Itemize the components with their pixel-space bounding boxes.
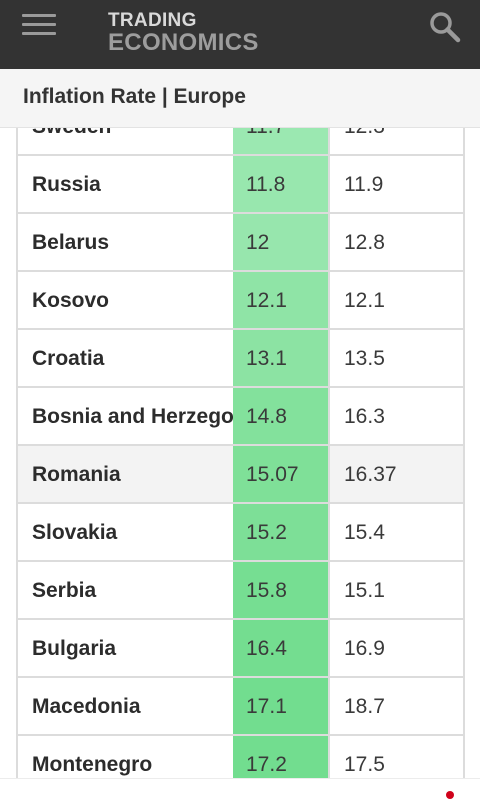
table-row[interactable]: Kosovo 12.1 12.1: [16, 272, 465, 330]
logo-line-2: ECONOMICS: [108, 29, 259, 56]
country-name-cell[interactable]: Bulgaria: [32, 637, 117, 660]
country-name-cell[interactable]: Kosovo: [32, 289, 110, 312]
table-row[interactable]: Sweden11.712.3: [16, 128, 465, 156]
table-row[interactable]: Croatia 13.1 13.5: [16, 330, 465, 388]
country-name-cell[interactable]: Slovakia: [32, 521, 118, 544]
country-name-cell[interactable]: Serbia: [32, 579, 97, 602]
table-row[interactable]: Serbia 15.8 15.1: [16, 562, 465, 620]
country-name-cell[interactable]: Montenegro: [32, 753, 153, 776]
search-icon[interactable]: [428, 10, 462, 44]
trading-economics-logo[interactable]: TRADING ECONOMICS: [108, 11, 259, 55]
previous-value-cell: 12.3: [332, 128, 463, 154]
page-title-bar: Inflation Rate | Europe: [0, 69, 480, 128]
country-name-cell[interactable]: Macedonia: [32, 695, 141, 718]
hamburger-menu-icon[interactable]: [22, 12, 58, 38]
inflation-table[interactable]: Sweden11.712.3Russia11.811.9Belarus1212.…: [16, 128, 465, 778]
top-app-bar: TRADING ECONOMICS: [0, 0, 480, 69]
table-row[interactable]: Montenegro 17.2 17.5: [16, 736, 465, 778]
previous-value-cell: 13.5: [344, 347, 385, 370]
table-row[interactable]: Bulgaria 16.4 16.9: [16, 620, 465, 678]
previous-value-cell: 12.1: [344, 289, 385, 312]
previous-value-cell: 16.3: [344, 405, 385, 428]
last-value-cell: 15.07: [233, 446, 330, 502]
country-name-cell[interactable]: Russia: [32, 173, 101, 196]
country-name-cell[interactable]: Sweden: [18, 128, 247, 154]
previous-value-cell: 12.8: [344, 231, 385, 254]
table-row[interactable]: Belarus 12 12.8: [16, 214, 465, 272]
last-value-cell: 17.1: [233, 678, 330, 734]
last-value-cell: 11.8: [233, 156, 330, 212]
country-name-cell[interactable]: Romania: [32, 463, 121, 486]
previous-value-cell: 18.7: [344, 695, 385, 718]
previous-value-cell: 11.9: [344, 173, 384, 196]
table-row[interactable]: Slovakia 15.2 15.4: [16, 504, 465, 562]
table-row[interactable]: Macedonia 17.1 18.7: [16, 678, 465, 736]
table-row[interactable]: Romania 15.07 16.37: [16, 446, 465, 504]
page-title: Inflation Rate | Europe: [23, 85, 246, 108]
last-value-cell: 12.1: [233, 272, 330, 328]
last-value-cell: 14.8: [233, 388, 330, 444]
table-row[interactable]: Bosnia and Herzegovina14.8 16.3: [16, 388, 465, 446]
country-name-cell[interactable]: Belarus: [32, 231, 110, 254]
last-value-cell: 15.8: [233, 562, 330, 618]
previous-value-cell: 16.9: [344, 637, 385, 660]
notification-dot: [446, 791, 454, 799]
table-body: Sweden11.712.3Russia11.811.9Belarus1212.…: [16, 128, 465, 778]
previous-value-cell: 16.37: [344, 463, 397, 486]
previous-value-cell: 17.5: [344, 753, 385, 776]
previous-value-cell: 15.4: [344, 521, 385, 544]
last-value-cell: 13.1: [233, 330, 330, 386]
last-value-cell: 12: [233, 214, 330, 270]
table-row[interactable]: Russia 11.8 11.9: [16, 156, 465, 214]
country-name-cell[interactable]: Croatia: [32, 347, 105, 370]
last-value-cell: 11.7: [233, 128, 330, 154]
bottom-bar: [0, 778, 480, 796]
last-value-cell: 17.2: [233, 736, 330, 778]
previous-value-cell: 15.1: [344, 579, 385, 602]
last-value-cell: 15.2: [233, 504, 330, 560]
country-name-cell[interactable]: Bosnia and Herzegovina: [32, 405, 247, 428]
logo-line-1: TRADING: [108, 10, 197, 31]
last-value-cell: 16.4: [233, 620, 330, 676]
